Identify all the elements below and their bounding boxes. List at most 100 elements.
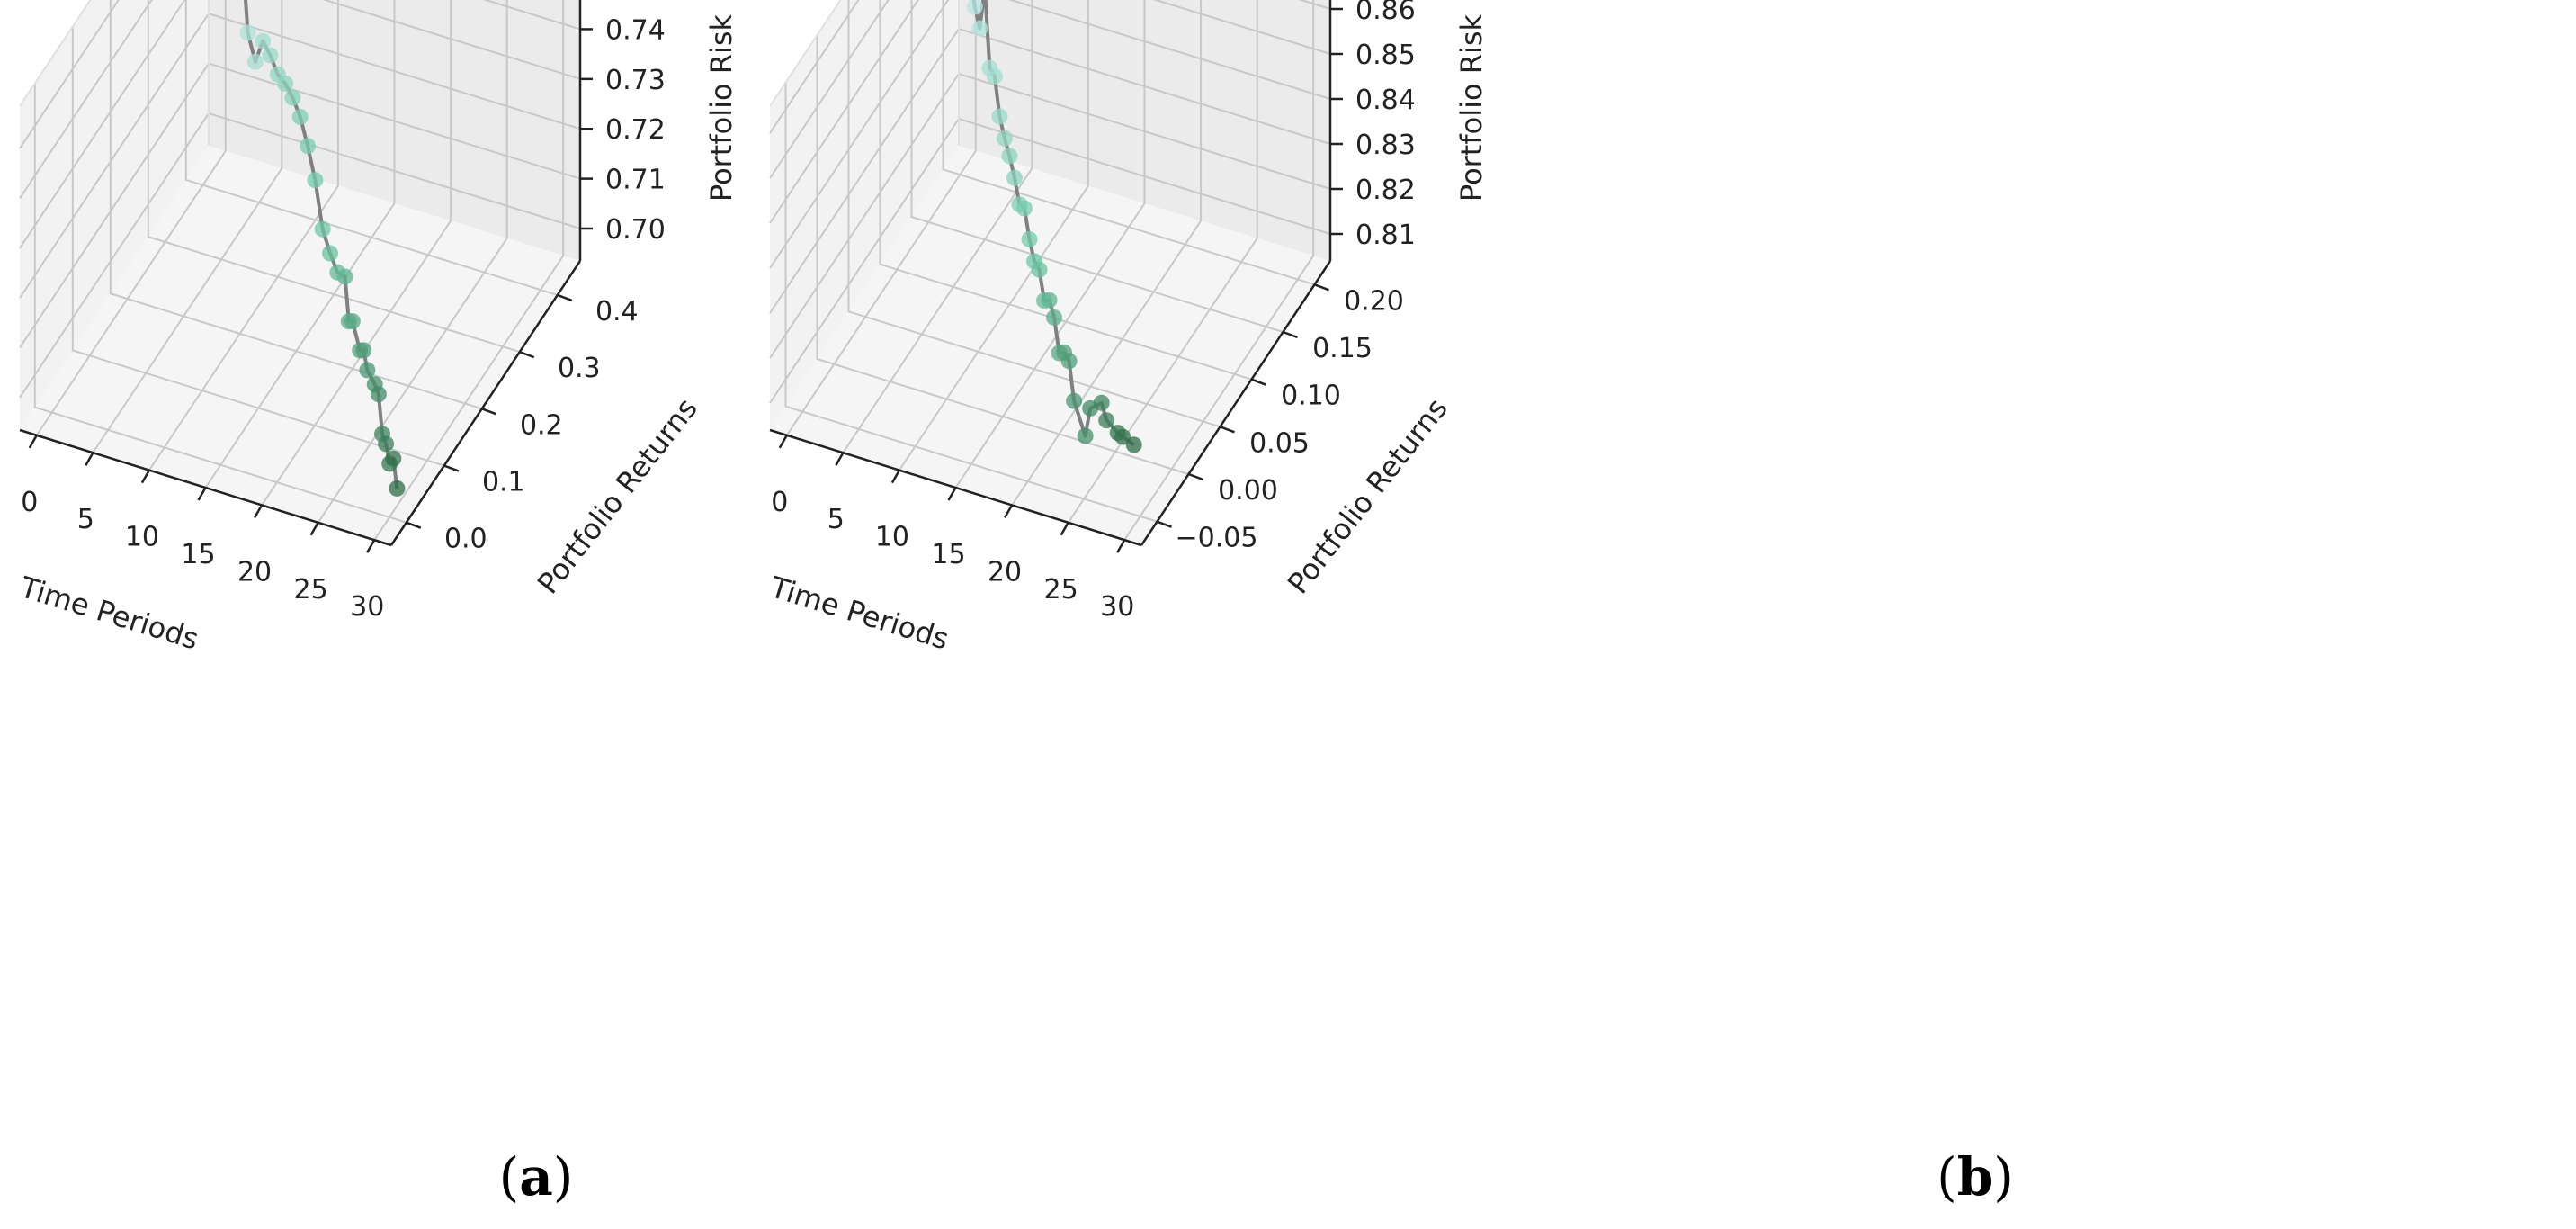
- data-point: [1093, 394, 1110, 411]
- x-tick: [835, 452, 845, 466]
- gridline-y: [147, 0, 521, 354]
- data-point: [966, 0, 983, 15]
- y-tick-label: 0.0: [444, 524, 487, 555]
- data-point: [291, 108, 309, 125]
- data-point: [284, 89, 301, 106]
- y-tick: [1157, 520, 1172, 528]
- caption-b: (b): [1936, 1146, 2014, 1207]
- pane-left: [20, 0, 209, 430]
- data-point: [991, 108, 1008, 125]
- x-tick: [85, 452, 94, 466]
- y-tick: [1220, 426, 1235, 434]
- y-tick: [1283, 330, 1298, 339]
- gridline-z: [769, 0, 1331, 224]
- y-tick-label: 0.00: [1218, 475, 1278, 507]
- x-tick: [1003, 504, 1014, 519]
- x-tick: [366, 539, 376, 553]
- gridline-y: [816, 35, 1189, 475]
- data-point: [986, 68, 1003, 85]
- y-tick: [406, 521, 422, 529]
- panel-b: 0 5 10 15 20 25 30 −0.05 0.00 0.05 0.10 0.15 0.20 0.8…: [765, 0, 1489, 657]
- gridline-x: [954, 0, 1146, 489]
- y-tick: [1314, 283, 1329, 292]
- data-point: [378, 435, 395, 453]
- gridline-x: [1123, 0, 1315, 541]
- gridline-x: [204, 0, 396, 489]
- gridline-z: [769, 0, 1331, 269]
- data-point: [239, 24, 256, 41]
- data-point: [1125, 436, 1142, 453]
- gridline-z: [769, 0, 1331, 179]
- z-tick-label: 0.71: [605, 165, 666, 196]
- x-tick-label: 30: [350, 591, 384, 623]
- x-tick: [947, 487, 957, 501]
- z-tick-label: 0.74: [605, 14, 666, 46]
- y-tick-label: 0.2: [520, 409, 563, 441]
- x-tick-label: 0: [21, 487, 38, 518]
- y-tick-label: 0.3: [558, 353, 601, 384]
- panel-a: 0 5 10 15 20 25 30 0.0 0.1 0.2 0.3 0.4 0.70 0.71 0.72 0…: [15, 0, 738, 657]
- gridline-x: [261, 0, 452, 506]
- y-tick: [519, 350, 535, 359]
- data-point: [255, 32, 272, 49]
- y-axis-line: [1140, 260, 1332, 546]
- x-tick-label: 15: [931, 539, 965, 570]
- data-point: [1046, 309, 1063, 326]
- data-point: [262, 47, 279, 64]
- data-point: [370, 386, 387, 403]
- data-point: [1006, 169, 1023, 186]
- data-point: [389, 480, 406, 497]
- gridline-y: [109, 0, 483, 410]
- data-point: [1114, 428, 1131, 445]
- gridline-y: [184, 0, 559, 296]
- y-tick-label: 0.1: [482, 467, 525, 498]
- x-tick-label: 5: [827, 504, 845, 535]
- x-tick-label: 15: [181, 539, 215, 570]
- y-tick: [443, 464, 460, 472]
- data-point: [277, 75, 294, 92]
- y-tick-label: 0.05: [1249, 427, 1310, 459]
- z-tick-label: 0.81: [1355, 220, 1416, 251]
- z-tick-label: 0.73: [605, 65, 666, 96]
- x-tick: [253, 504, 264, 519]
- x-tick-label: 20: [237, 556, 272, 588]
- x-tick: [1116, 539, 1126, 553]
- data-point: [314, 220, 331, 238]
- x-tick: [778, 435, 788, 449]
- gridline-z: [19, 0, 120, 149]
- data-point: [359, 362, 376, 379]
- y-tick-label: 0.4: [595, 296, 639, 327]
- data-point: [307, 172, 324, 189]
- gridline-y: [879, 0, 1252, 381]
- data-point: [322, 245, 339, 262]
- gridline-x: [373, 0, 565, 541]
- y-tick: [1188, 472, 1203, 481]
- data-point: [344, 313, 361, 330]
- z-axis-label: Portfolio Risk: [1454, 13, 1489, 202]
- data-point: [246, 53, 264, 70]
- gridline-z: [19, 0, 581, 249]
- y-tick-label: 0.15: [1312, 333, 1373, 364]
- x-tick: [197, 487, 207, 501]
- x-tick-label: 0: [771, 487, 788, 518]
- z-tick-label: 0.70: [605, 214, 666, 246]
- z-tick-label: 0.86: [1355, 0, 1416, 26]
- x-tick-label: 25: [1044, 574, 1078, 606]
- data-point: [1001, 148, 1018, 165]
- data-point: [1015, 200, 1033, 217]
- data-point: [1077, 427, 1094, 444]
- gridline-x: [1067, 0, 1258, 524]
- gridline-y: [847, 0, 1221, 428]
- data-point: [1021, 230, 1038, 247]
- data-point: [385, 450, 402, 467]
- data-point: [300, 138, 317, 155]
- y-tick-label: 0.20: [1344, 285, 1404, 317]
- data-point: [971, 20, 988, 37]
- x-tick-label: 5: [77, 504, 94, 535]
- data-point: [355, 342, 372, 359]
- y-tick-label: 0.10: [1281, 381, 1341, 412]
- x-tick-label: 20: [988, 556, 1022, 588]
- data-point: [1098, 412, 1115, 429]
- z-tick-label: 0.84: [1355, 85, 1416, 116]
- z-axis-label: Portfolio Risk: [704, 13, 738, 202]
